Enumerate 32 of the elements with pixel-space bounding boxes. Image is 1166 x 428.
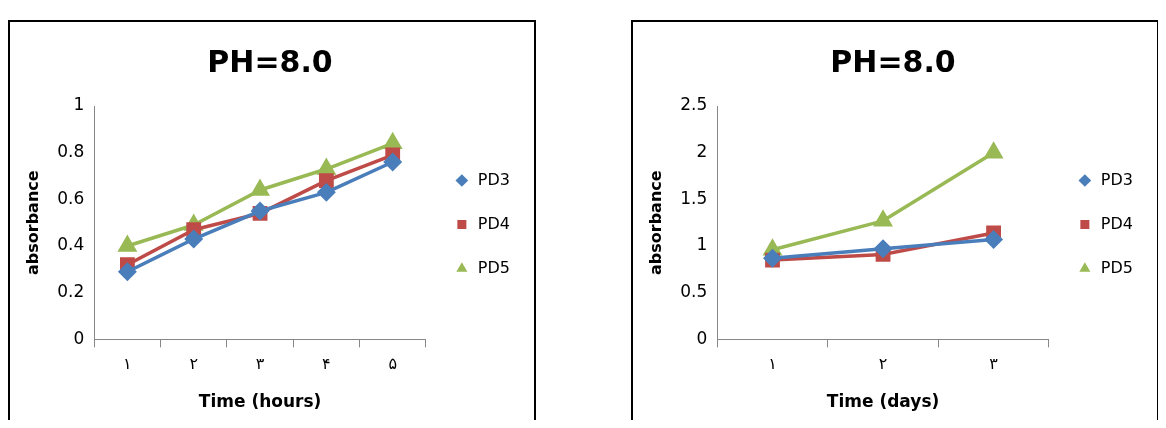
y-axis-title: absorbance [22, 170, 42, 276]
chart-title: PH=8.0 [207, 43, 333, 79]
x-tick-label: ٣ [989, 354, 999, 374]
legend-label: PD3 [1100, 169, 1134, 189]
chart-title: PH=8.0 [830, 43, 956, 79]
legend-label: PD4 [1100, 213, 1134, 233]
y-tick-label: 0.2 [57, 281, 85, 302]
x-axis-title: Time (hours) [198, 391, 322, 412]
x-axis-title: Time (days) [826, 391, 940, 412]
y-tick-label: 2 [696, 141, 708, 162]
y-tick-label: 0 [73, 327, 85, 348]
x-tick-label: ٣ [255, 354, 265, 374]
y-axis-title: absorbance [645, 170, 665, 276]
legend-label: PD5 [477, 257, 511, 277]
x-tick-label: ٢ [189, 354, 199, 374]
y-tick-label: 1.5 [680, 187, 708, 208]
x-tick-label: ٢ [878, 354, 888, 374]
y-tick-label: 0.5 [680, 281, 708, 302]
x-tick-label: ١ [123, 354, 132, 374]
legend-label: PD4 [477, 213, 511, 233]
y-tick-label: 0.4 [57, 234, 85, 255]
y-tick-label: 2.5 [680, 94, 708, 115]
x-tick-label: ۵ [388, 354, 397, 374]
y-tick-label: 1 [73, 94, 85, 115]
y-tick-label: 1 [696, 234, 708, 255]
x-tick-label: ۴ [322, 354, 331, 374]
legend-label: PD5 [1100, 257, 1134, 277]
y-tick-label: 0.8 [57, 141, 85, 162]
y-tick-label: 0 [696, 327, 708, 348]
y-tick-label: 0.6 [57, 187, 85, 208]
x-tick-label: ١ [768, 354, 777, 374]
legend-label: PD3 [477, 169, 511, 189]
